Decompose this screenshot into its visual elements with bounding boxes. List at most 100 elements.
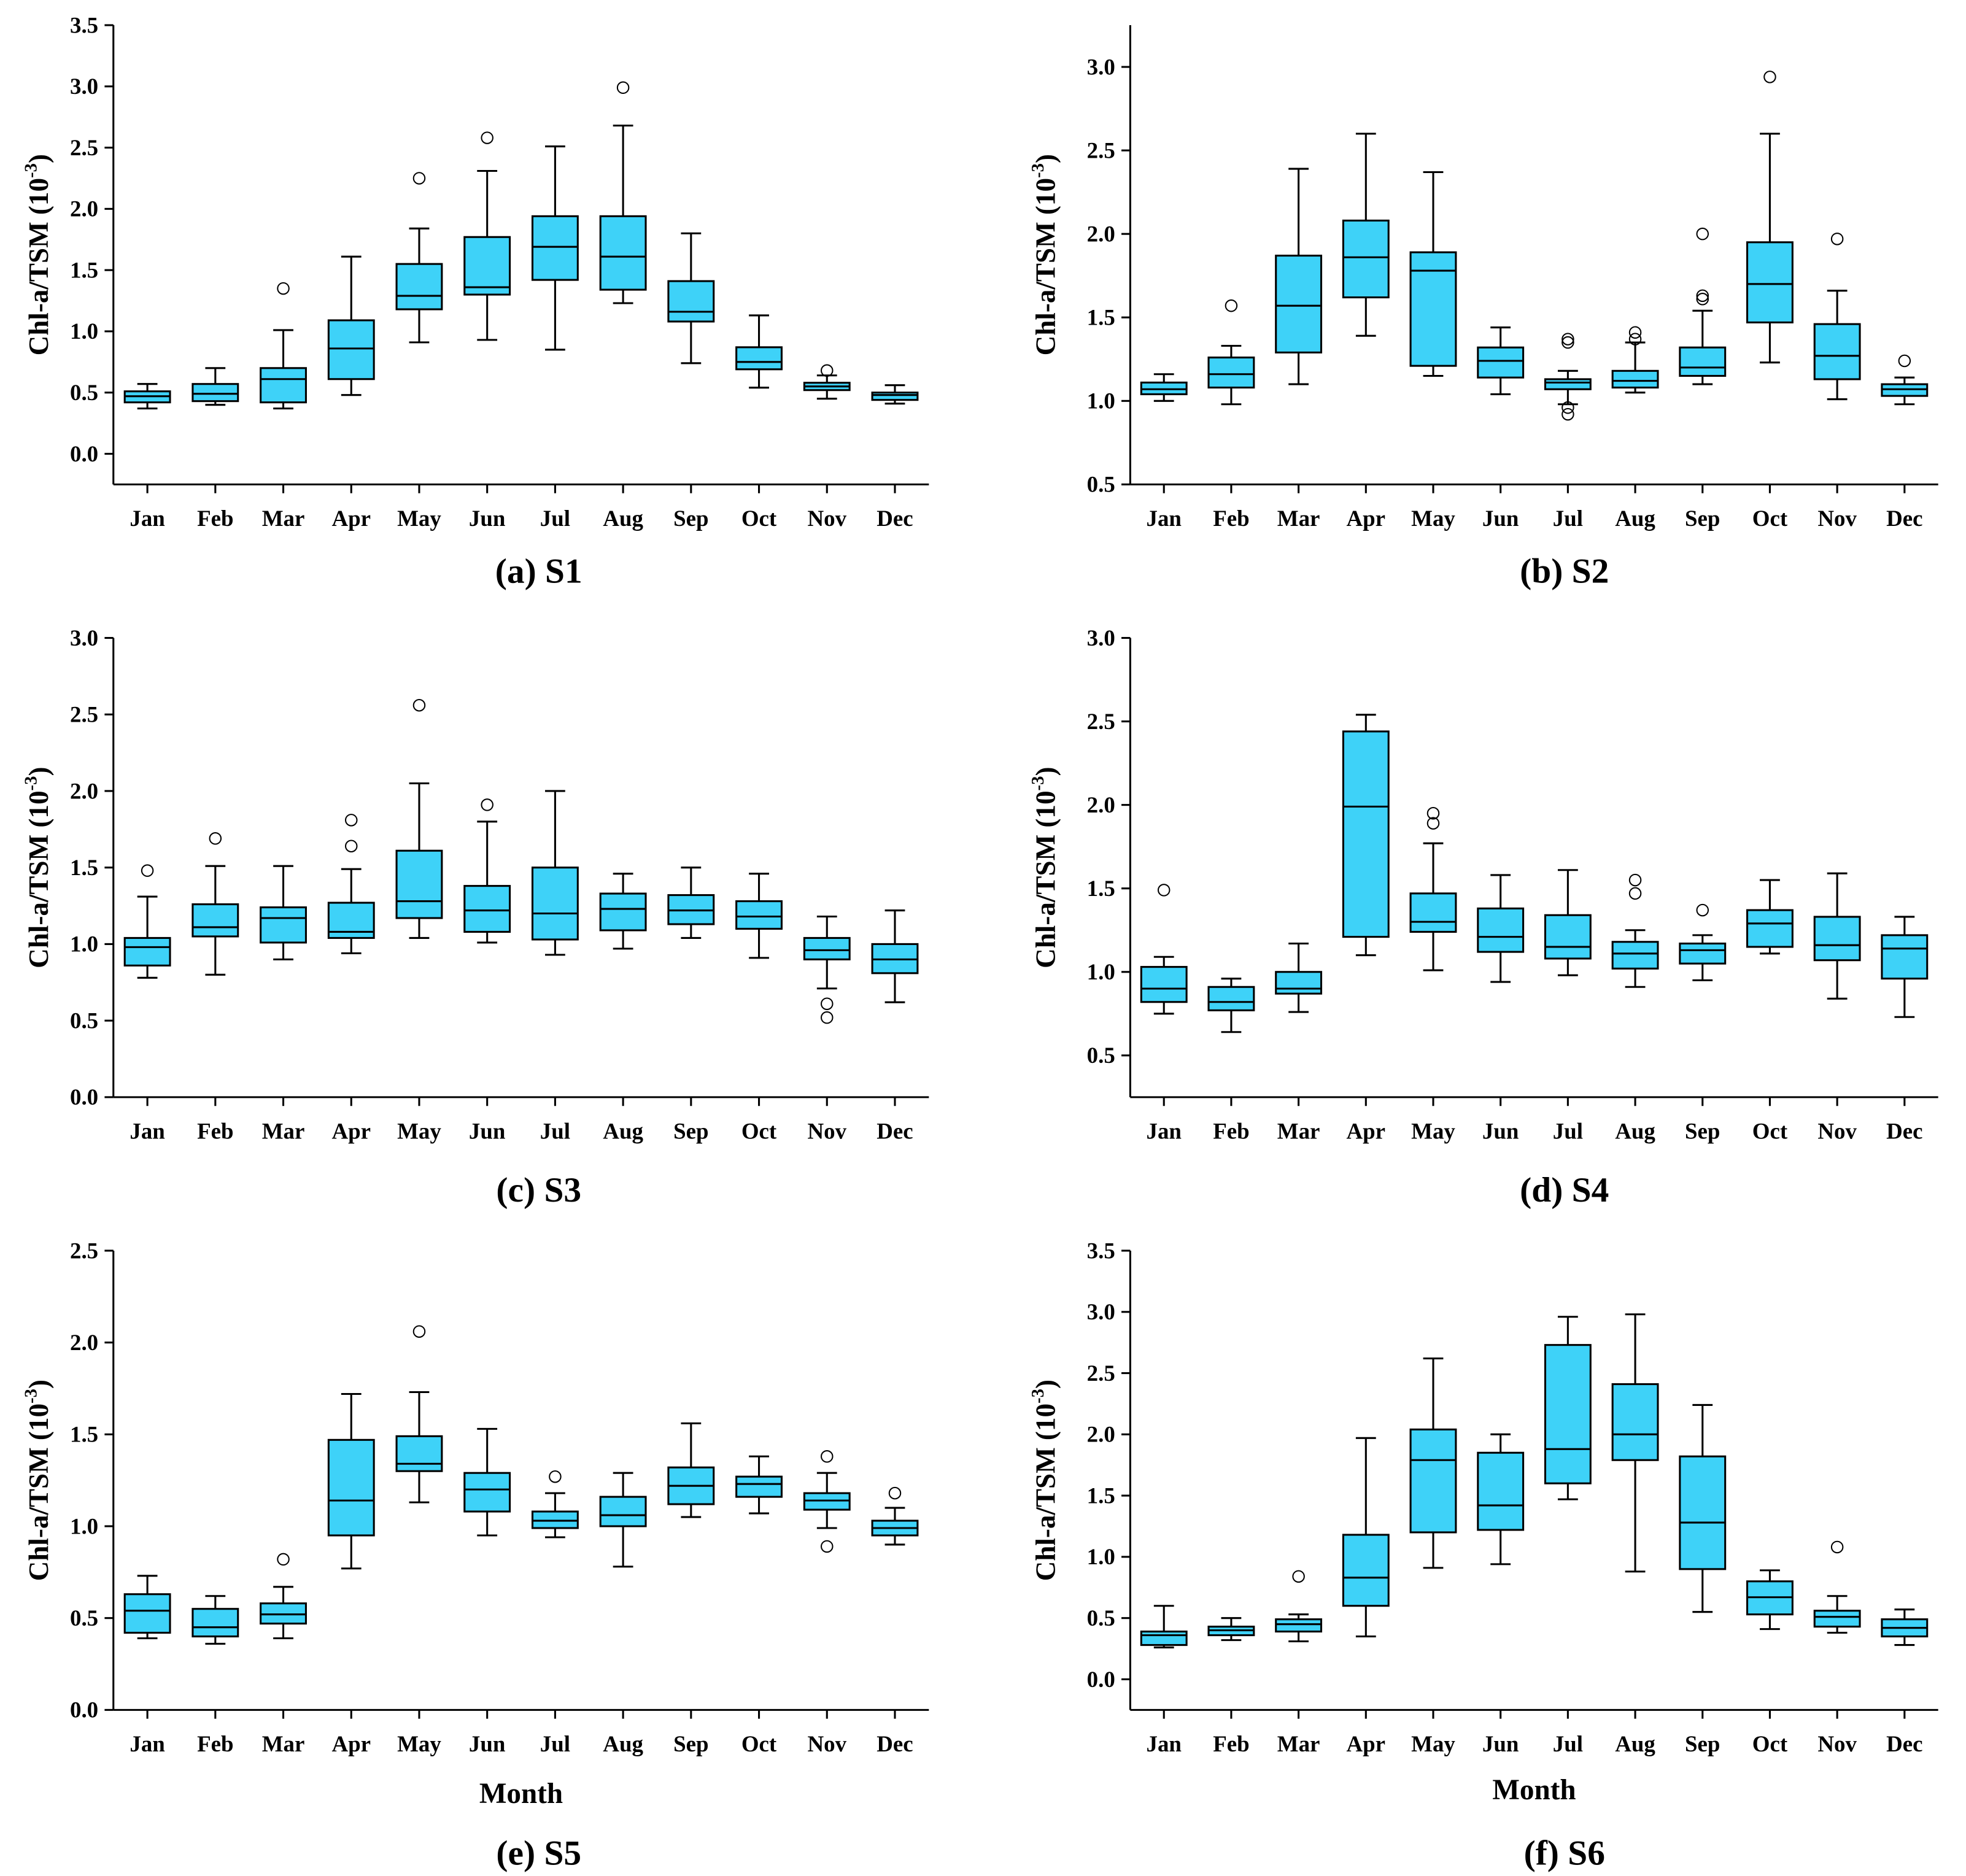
y-tick-label: 1.5 (70, 257, 98, 282)
x-tick-label: Sep (673, 1731, 708, 1756)
box (1207, 357, 1255, 389)
y-tick-label: 2.5 (1087, 137, 1115, 163)
y-label-sup: -3 (21, 163, 41, 178)
outlier (412, 699, 426, 712)
x-tick-label: Nov (807, 1731, 846, 1756)
y-label-sup: -3 (1028, 776, 1048, 791)
y-label-end: ) (23, 154, 54, 163)
x-tick-label: Sep (1685, 506, 1720, 531)
box (803, 936, 851, 960)
y-tick-label: 2.0 (1087, 1422, 1115, 1447)
box (735, 900, 783, 930)
y-tick-label: 0.0 (70, 441, 98, 466)
y-label-end: ) (23, 767, 54, 776)
y-label-end: ) (23, 1380, 54, 1389)
outlier (1628, 326, 1642, 339)
box (1342, 1534, 1390, 1607)
y-tick-label: 3.5 (1087, 1238, 1115, 1263)
x-tick-label: Dec (877, 1119, 913, 1144)
box (599, 1496, 647, 1527)
x-tick-label: Jan (130, 1119, 164, 1144)
panel: 0.5 1.0 1.5 2.0 2.5 3.0 Jan Feb Mar Apr May Jun Jul A… (1028, 25, 1938, 590)
x-tick-label: Oct (741, 1731, 777, 1756)
panel: 0.0 0.5 1.0 1.5 2.0 2.5 3.0 3.5 Jan Feb Mar Apr May J… (1028, 1238, 1938, 1873)
x-tick-label: Nov (1817, 1731, 1857, 1756)
outlier (1562, 333, 1574, 345)
x-tick-label: Feb (1213, 1731, 1249, 1756)
outlier (141, 864, 154, 877)
x-tick-label: Aug (1615, 1119, 1655, 1144)
y-tick-label: 0.5 (70, 380, 98, 405)
x-tick-label: Apr (331, 1731, 371, 1756)
box (599, 215, 647, 291)
x-tick-label: Jun (1482, 506, 1519, 531)
y-tick-label: 0.5 (1087, 1043, 1115, 1068)
x-tick-label: Jan (1147, 1731, 1182, 1756)
x-tick-label: Feb (197, 1731, 233, 1756)
outlier (412, 172, 426, 185)
x-tick-label: Aug (603, 1731, 643, 1756)
outlier (821, 997, 834, 1010)
x-tick-label: Nov (1817, 1119, 1857, 1144)
x-tick-label: Jun (469, 506, 505, 531)
box (1140, 1631, 1188, 1646)
box (1544, 378, 1592, 390)
y-tick-label: 1.0 (70, 932, 98, 957)
x-tick-label: Mar (1277, 1731, 1320, 1756)
x-tick-label: Aug (603, 1119, 643, 1144)
box (463, 236, 511, 296)
x-tick-label: Feb (197, 506, 233, 531)
box (1207, 986, 1255, 1011)
x-tick-label: Mar (262, 1119, 305, 1144)
box (1544, 1344, 1592, 1484)
outlier (821, 1540, 834, 1553)
y-tick-label: 1.0 (1087, 959, 1115, 984)
y-tick-label: 3.0 (1087, 625, 1115, 650)
y-label-sup: -3 (21, 1389, 41, 1403)
box (1477, 346, 1525, 379)
box (1409, 1428, 1457, 1534)
y-tick-label: 2.0 (70, 196, 98, 222)
x-tick-label: May (397, 1119, 441, 1144)
outlier (616, 81, 630, 95)
outlier (1628, 887, 1642, 900)
panel: 0.5 1.0 1.5 2.0 2.5 3.0 Jan Feb Mar Apr May Jun Jul A… (1028, 625, 1938, 1210)
box (1813, 1610, 1861, 1628)
y-tick-label: 3.5 (70, 12, 98, 37)
x-tick-label: Jul (1553, 506, 1583, 531)
box (1679, 942, 1727, 965)
y-tick-label: 2.5 (1087, 1361, 1115, 1386)
y-axis-label: Chl-a/TSM (10-3) (21, 1380, 54, 1581)
y-label-end: ) (1030, 154, 1061, 163)
outlier (344, 840, 358, 853)
y-label-sup: -3 (1028, 1389, 1048, 1403)
x-tick-label: Dec (1886, 1731, 1922, 1756)
y-tick-label: 3.0 (1087, 1299, 1115, 1324)
x-tick-label: Nov (807, 1119, 846, 1144)
x-tick-label: Dec (1886, 1119, 1922, 1144)
y-tick-label: 2.5 (70, 1238, 98, 1263)
box (735, 346, 783, 371)
x-tick-label: Nov (807, 506, 846, 531)
y-tick-label: 1.5 (70, 855, 98, 880)
box (1881, 934, 1929, 980)
x-tick-label: Jan (130, 506, 164, 531)
x-tick-label: Mar (262, 1731, 305, 1756)
x-tick-label: Dec (877, 506, 913, 531)
box (1746, 909, 1794, 948)
box (871, 392, 919, 401)
y-label-text: Chl-a/TSM (10 (23, 790, 54, 968)
x-tick-label: Mar (1277, 1119, 1320, 1144)
y-tick-label: 1.5 (1087, 1483, 1115, 1508)
x-tick-label: May (1411, 1119, 1455, 1144)
box (1342, 730, 1390, 938)
x-tick-label: Aug (1615, 506, 1655, 531)
y-label-text: Chl-a/TSM (10 (1030, 178, 1061, 355)
x-tick-label: May (397, 506, 441, 531)
outlier (1696, 289, 1709, 303)
box (1140, 966, 1188, 1003)
panel: 0.0 0.5 1.0 1.5 2.0 2.5 3.0 3.5 Jan Feb Mar Apr May J… (21, 12, 929, 590)
y-tick-label: 0.5 (70, 1605, 98, 1631)
y-axis-label: Chl-a/TSM (10-3) (21, 767, 54, 968)
y-tick-label: 3.0 (70, 625, 98, 650)
